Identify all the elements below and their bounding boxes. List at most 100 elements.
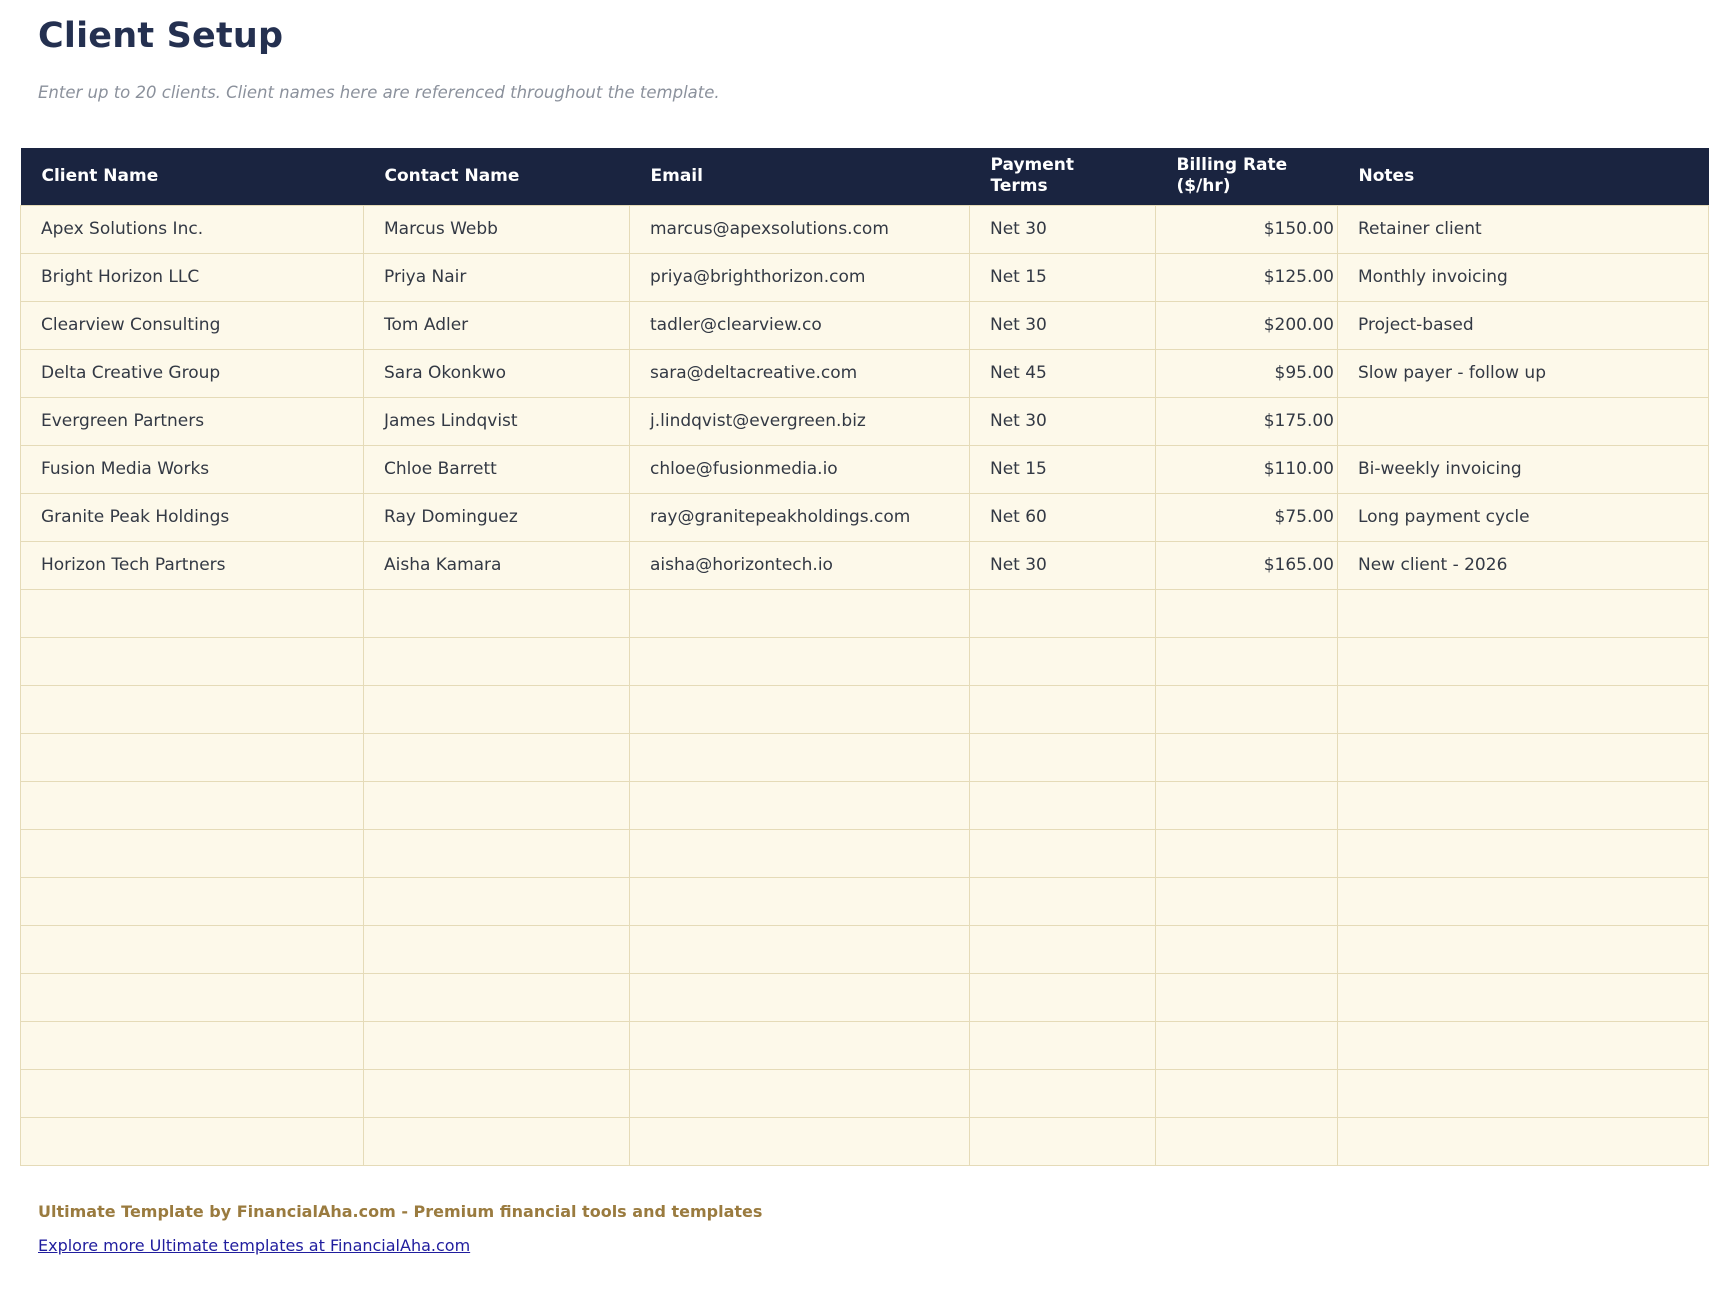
client-name-cell: Delta Creative Group (20, 348, 364, 398)
table-row: Clearview Consulting Tom Adler tadler@clea… (20, 300, 1709, 350)
payment-terms-cell: Net 60 (969, 492, 1156, 542)
billing-rate-cell: $165.00 (1155, 540, 1338, 590)
payment-terms-cell: Net 15 (969, 444, 1156, 494)
client-name-cell: Evergreen Partners (20, 396, 364, 446)
billing-rate-cell: $75.00 (1155, 492, 1338, 542)
contact-name-cell (363, 588, 630, 638)
empty-table-row (20, 780, 1709, 830)
contact-name-cell: Sara Okonkwo (363, 348, 630, 398)
contact-name-cell (363, 876, 630, 926)
table-row: Apex Solutions Inc. Marcus Webb marcus@ape… (20, 204, 1709, 254)
notes-cell: Slow payer - follow up (1337, 348, 1709, 398)
payment-terms-cell (969, 924, 1156, 974)
contact-name-cell: Tom Adler (363, 300, 630, 350)
billing-rate-cell (1155, 732, 1338, 782)
page-subtitle: Enter up to 20 clients. Client names her… (38, 83, 720, 102)
billing-rate-cell: $125.00 (1155, 252, 1338, 302)
notes-cell: Bi-weekly invoicing (1337, 444, 1709, 494)
column-header-client-name: Client Name (20, 148, 364, 205)
billing-rate-cell: $200.00 (1155, 300, 1338, 350)
payment-terms-cell (969, 972, 1156, 1022)
contact-name-cell: Ray Dominguez (363, 492, 630, 542)
billing-rate-cell (1155, 876, 1338, 926)
notes-cell (1337, 1068, 1709, 1118)
contact-name-cell (363, 924, 630, 974)
payment-terms-cell (969, 828, 1156, 878)
notes-cell (1337, 396, 1709, 446)
table-row: Horizon Tech Partners Aisha Kamara aisha@h… (20, 540, 1709, 590)
email-cell: tadler@clearview.co (629, 300, 970, 350)
column-header-label: Payment Terms (990, 155, 1075, 197)
payment-terms-cell: Net 30 (969, 396, 1156, 446)
email-cell (629, 972, 970, 1022)
notes-cell: Long payment cycle (1337, 492, 1709, 542)
email-cell (629, 1068, 970, 1118)
empty-table-row (20, 828, 1709, 878)
client-name-cell: Bright Horizon LLC (20, 252, 364, 302)
notes-cell (1337, 732, 1709, 782)
client-name-cell (20, 1068, 364, 1118)
email-cell (629, 1020, 970, 1070)
client-name-cell (20, 924, 364, 974)
client-name-cell (20, 636, 364, 686)
contact-name-cell (363, 636, 630, 686)
notes-cell (1337, 780, 1709, 830)
payment-terms-cell (969, 732, 1156, 782)
billing-rate-cell: $110.00 (1155, 444, 1338, 494)
contact-name-cell (363, 828, 630, 878)
client-name-cell (20, 1116, 364, 1166)
column-header-contact-name: Contact Name (363, 148, 630, 205)
email-cell (629, 924, 970, 974)
billing-rate-cell (1155, 1068, 1338, 1118)
email-cell (629, 1116, 970, 1166)
table-header: Client Name Contact Name Email Payment Term… (20, 148, 1709, 205)
email-cell: sara@deltacreative.com (629, 348, 970, 398)
contact-name-cell: Priya Nair (363, 252, 630, 302)
billing-rate-cell (1155, 780, 1338, 830)
email-cell: aisha@horizontech.io (629, 540, 970, 590)
payment-terms-cell: Net 30 (969, 204, 1156, 254)
payment-terms-cell: Net 30 (969, 540, 1156, 590)
billing-rate-cell: $175.00 (1155, 396, 1338, 446)
billing-rate-cell: $150.00 (1155, 204, 1338, 254)
financialaha-link[interactable]: Explore more Ultimate templates at Finan… (38, 1235, 471, 1255)
email-cell (629, 732, 970, 782)
notes-cell: Project-based (1337, 300, 1709, 350)
contact-name-cell (363, 732, 630, 782)
contact-name-cell: Marcus Webb (363, 204, 630, 254)
client-setup-page: Client Setup Enter up to 20 clients. Cli… (0, 16, 1728, 1302)
notes-cell (1337, 588, 1709, 638)
email-cell (629, 684, 970, 734)
payment-terms-cell (969, 588, 1156, 638)
notes-cell: Retainer client (1337, 204, 1709, 254)
payment-terms-cell (969, 636, 1156, 686)
email-cell (629, 876, 970, 926)
payment-terms-cell: Net 30 (969, 300, 1156, 350)
payment-terms-cell: Net 15 (969, 252, 1156, 302)
notes-cell (1337, 876, 1709, 926)
table-row: Evergreen Partners James Lindqvist j.lindq… (20, 396, 1709, 446)
notes-cell (1337, 1116, 1709, 1166)
client-name-cell (20, 732, 364, 782)
notes-cell: Monthly invoicing (1337, 252, 1709, 302)
payment-terms-cell (969, 684, 1156, 734)
table-row: Bright Horizon LLC Priya Nair priya@bright… (20, 252, 1709, 302)
billing-rate-cell: $95.00 (1155, 348, 1338, 398)
contact-name-cell: James Lindqvist (363, 396, 630, 446)
notes-cell: New client - 2026 (1337, 540, 1709, 590)
email-cell: j.lindqvist@evergreen.biz (629, 396, 970, 446)
client-name-cell (20, 1020, 364, 1070)
footer-branding: Ultimate Template by FinancialAha.com - … (38, 1201, 763, 1221)
table-row: Fusion Media Works Chloe Barrett chloe@fus… (20, 444, 1709, 494)
contact-name-cell (363, 780, 630, 830)
client-name-cell: Horizon Tech Partners (20, 540, 364, 590)
client-name-cell: Fusion Media Works (20, 444, 364, 494)
client-name-cell (20, 588, 364, 638)
empty-table-row (20, 684, 1709, 734)
payment-terms-cell (969, 780, 1156, 830)
client-name-cell (20, 972, 364, 1022)
payment-terms-cell (969, 876, 1156, 926)
client-name-cell: Apex Solutions Inc. (20, 204, 364, 254)
client-name-cell (20, 876, 364, 926)
client-setup-table: Client Name Contact Name Email Payment Term… (20, 148, 1709, 1166)
